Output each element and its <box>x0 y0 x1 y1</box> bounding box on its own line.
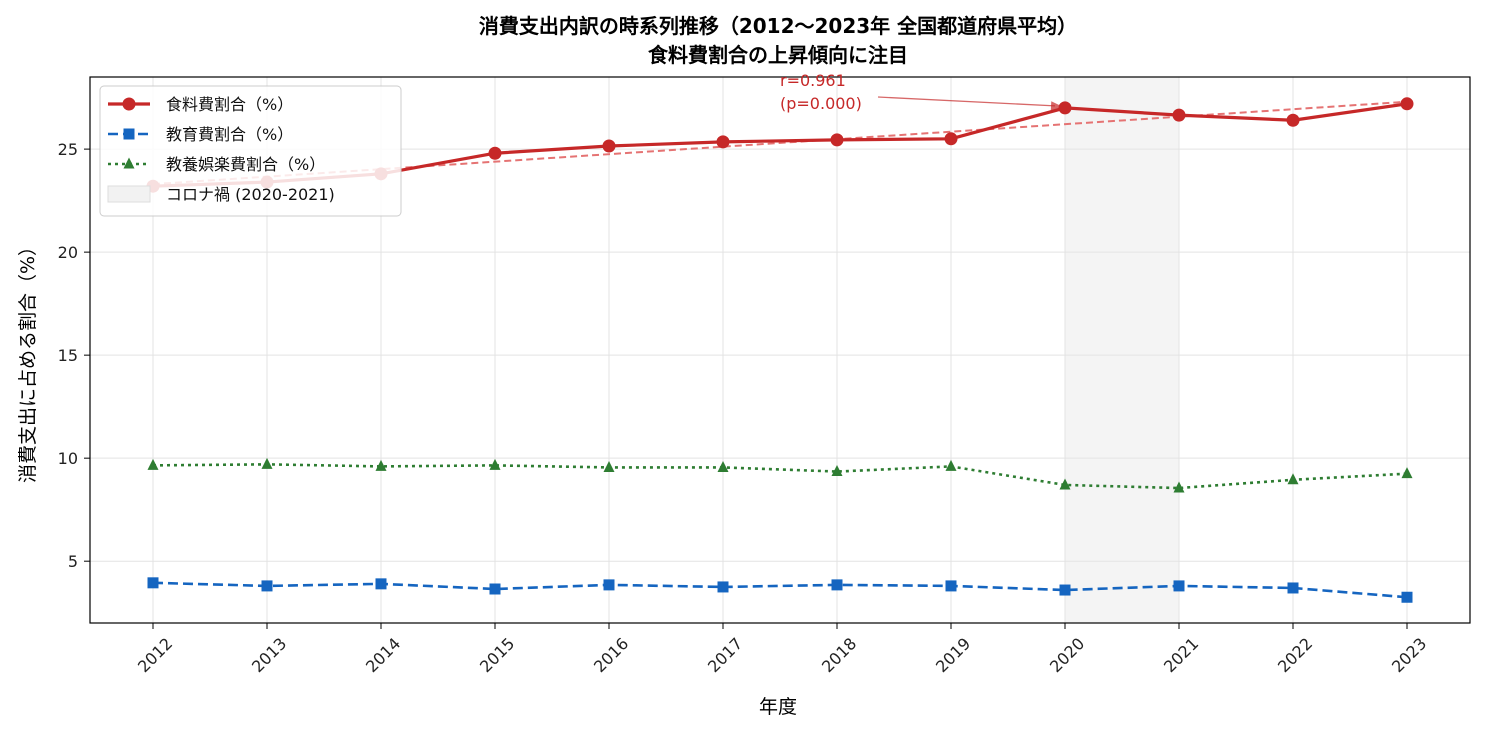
culture-data-point <box>489 458 501 470</box>
legend-entry-label: 教養娯楽費割合（%） <box>166 155 325 174</box>
x-tick-label: 2023 <box>1388 634 1430 676</box>
food-data-point <box>602 139 616 153</box>
legend-entry-label: 食料費割合（%） <box>166 95 293 114</box>
culture-data-point <box>1173 481 1185 493</box>
plot-frame <box>89 76 1471 624</box>
grid-layer <box>90 77 1470 623</box>
y-tick-label: 15 <box>58 346 78 365</box>
legend-swatch-marker <box>123 128 135 140</box>
x-tick-label: 2017 <box>704 634 746 676</box>
education-data-point <box>831 579 843 591</box>
food-data-point <box>1286 113 1300 127</box>
annotation-layer: r=0.961 (p=0.000) <box>780 71 1063 113</box>
education-data-point <box>261 580 273 592</box>
education-data-point <box>1173 580 1185 592</box>
legend-box <box>99 85 402 217</box>
culture-data-point <box>945 459 957 471</box>
education-series-line <box>152 581 1408 599</box>
y-tick-label: 10 <box>58 449 78 468</box>
annotation-correlation: r=0.961 <box>780 71 846 90</box>
education-data-point <box>1287 582 1299 594</box>
culture-data-point <box>1401 467 1413 479</box>
culture-data-point <box>147 458 159 470</box>
x-tick-label: 2012 <box>134 634 176 676</box>
x-axis-ticks: 2012 2013 2014 2015 2016 2017 2018 2019 2020 2021… <box>134 623 1430 676</box>
culture-data-point <box>603 460 615 472</box>
culture-data-point <box>261 457 273 469</box>
legend-swatch-patch <box>107 185 151 203</box>
covid-shaded-region <box>1064 76 1180 624</box>
x-tick-label: 2016 <box>590 634 632 676</box>
y-tick-label: 5 <box>68 552 78 571</box>
education-data-point <box>147 577 159 589</box>
education-data-point <box>945 580 957 592</box>
food-data-point <box>830 133 844 147</box>
annotation-arrow <box>877 96 1056 107</box>
y-axis-label: 消費支出に占める割合（%） <box>17 237 39 483</box>
education-data-point <box>375 578 387 590</box>
annotation-pvalue: (p=0.000) <box>780 94 862 113</box>
education-data-point <box>717 581 729 593</box>
legend-swatch-marker <box>123 157 135 169</box>
legend-swatch-marker <box>122 97 136 111</box>
shaded-region-layer <box>1064 76 1180 624</box>
x-tick-label: 2021 <box>1160 634 1202 676</box>
x-tick-label: 2018 <box>818 634 860 676</box>
chart-title: 消費支出内訳の時系列推移（2012〜2023年 全国都道府県平均） <box>479 14 1077 38</box>
y-axis-ticks: 5 10 15 20 25 <box>58 140 90 571</box>
culture-data-point <box>1287 473 1299 485</box>
legend-entry-label: 教育費割合（%） <box>166 125 293 144</box>
food-data-point <box>488 146 502 160</box>
x-tick-label: 2020 <box>1046 634 1088 676</box>
education-data-point <box>1401 591 1413 603</box>
education-data-point <box>1059 584 1071 596</box>
food-data-point <box>1400 97 1414 111</box>
y-tick-label: 25 <box>58 140 78 159</box>
education-data-point <box>603 579 615 591</box>
x-tick-label: 2015 <box>476 634 518 676</box>
culture-data-point <box>1059 478 1071 490</box>
x-tick-label: 2014 <box>362 634 404 676</box>
y-tick-label: 20 <box>58 243 78 262</box>
food-data-point <box>1058 101 1072 115</box>
culture-series-line <box>152 463 1408 490</box>
culture-data-point <box>831 465 843 477</box>
food-data-point <box>1172 108 1186 122</box>
culture-data-point <box>375 459 387 471</box>
x-tick-label: 2013 <box>248 634 290 676</box>
chart-subtitle: 食料費割合の上昇傾向に注目 <box>648 43 908 67</box>
food-data-point <box>944 132 958 146</box>
food-data-point <box>716 135 730 149</box>
education-data-point <box>489 583 501 595</box>
x-axis-label: 年度 <box>759 696 797 718</box>
legend: 食料費割合（%） 教育費割合（%） 教養娯楽費割合（%） コロナ禍 (2020-202… <box>99 85 402 217</box>
legend-entry-label: コロナ禍 (2020-2021) <box>166 185 335 204</box>
annotation-arrowhead <box>1050 101 1063 112</box>
culture-data-point <box>717 460 729 472</box>
x-tick-label: 2019 <box>932 634 974 676</box>
x-tick-label: 2022 <box>1274 634 1316 676</box>
